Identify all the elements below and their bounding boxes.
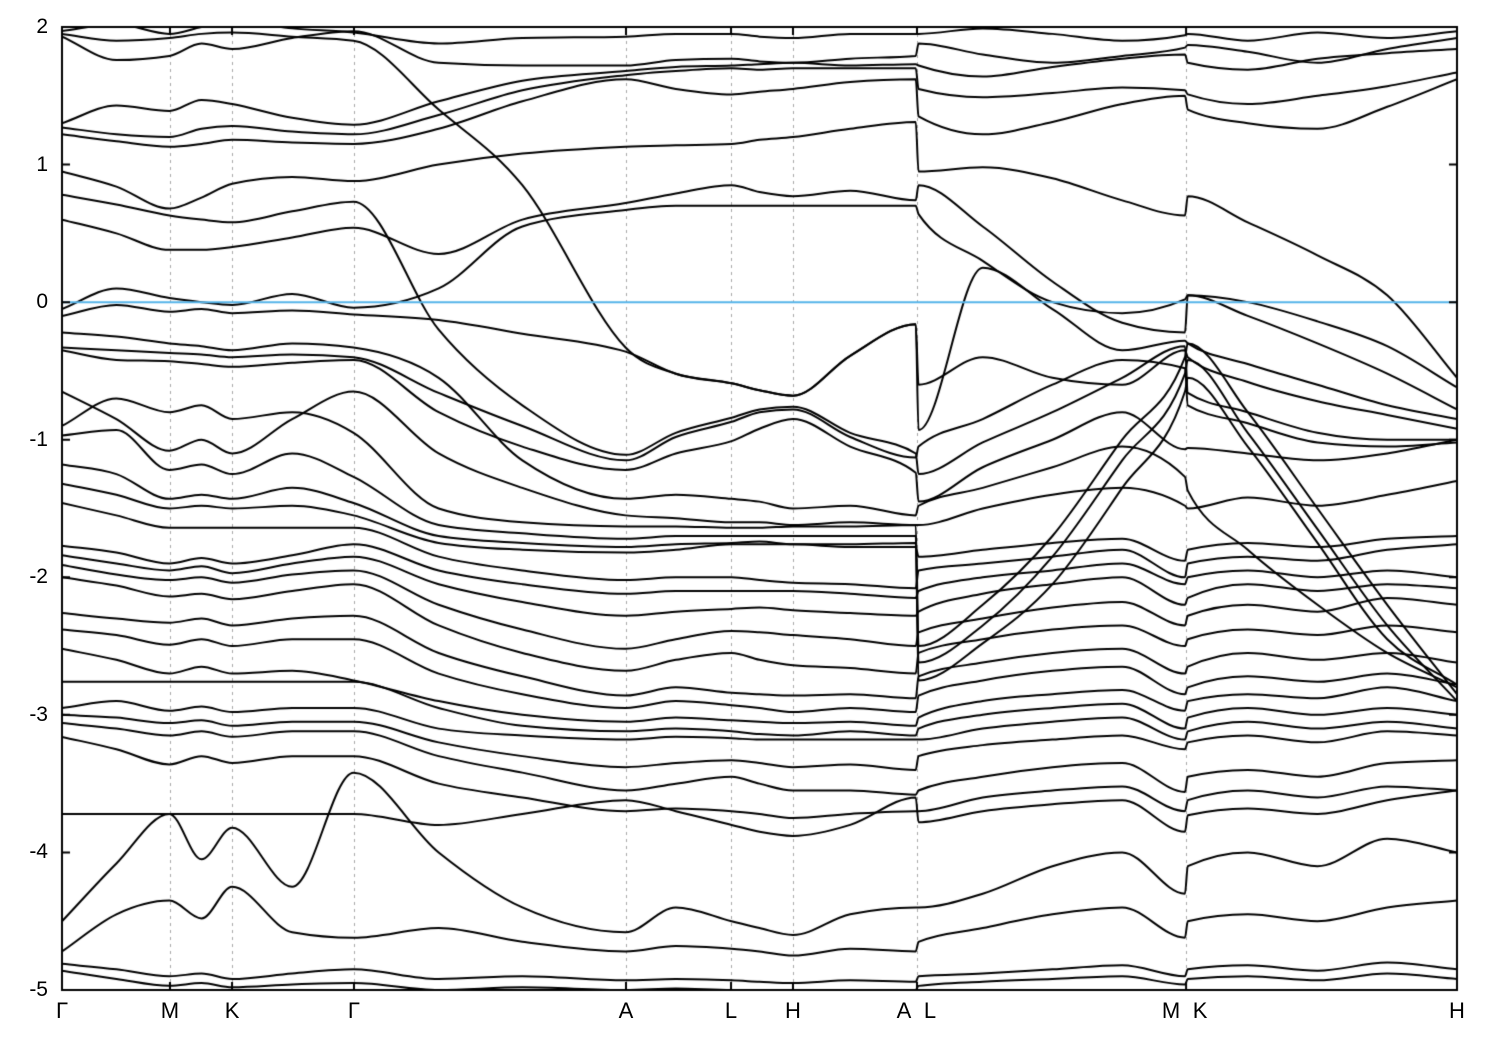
y-tick-label-0: 0 (36, 290, 48, 314)
y-tick-label-1: 1 (36, 152, 48, 176)
x-tick-label-4-A: A (618, 998, 634, 1023)
x-tick-label-3-Γ: Γ (347, 998, 361, 1023)
y-tick-label--1: -1 (29, 427, 48, 451)
y-tick-label-2: 2 (36, 15, 48, 38)
x-tick-label-5-L: L (724, 998, 738, 1023)
y-tick-label--2: -2 (29, 565, 48, 589)
y-tick-label--3: -3 (29, 702, 48, 726)
x-tick-label-0-Γ: Γ (55, 998, 69, 1023)
x-tick-label-2-K: K (224, 998, 240, 1023)
x-tick-label-7-A: A (896, 998, 912, 1023)
x-tick-label-9-M: M (1161, 998, 1181, 1023)
x-tick-label-6-H: H (785, 998, 801, 1023)
x-tick-label-8-L: L (923, 998, 937, 1023)
y-tick-label--5: -5 (29, 978, 48, 1001)
y-tick-label--4: -4 (29, 840, 48, 864)
x-tick-label-10-K: K (1192, 998, 1208, 1023)
x-tick-label-11-H: H (1449, 998, 1465, 1023)
x-tick-label-1-M: M (160, 998, 180, 1023)
